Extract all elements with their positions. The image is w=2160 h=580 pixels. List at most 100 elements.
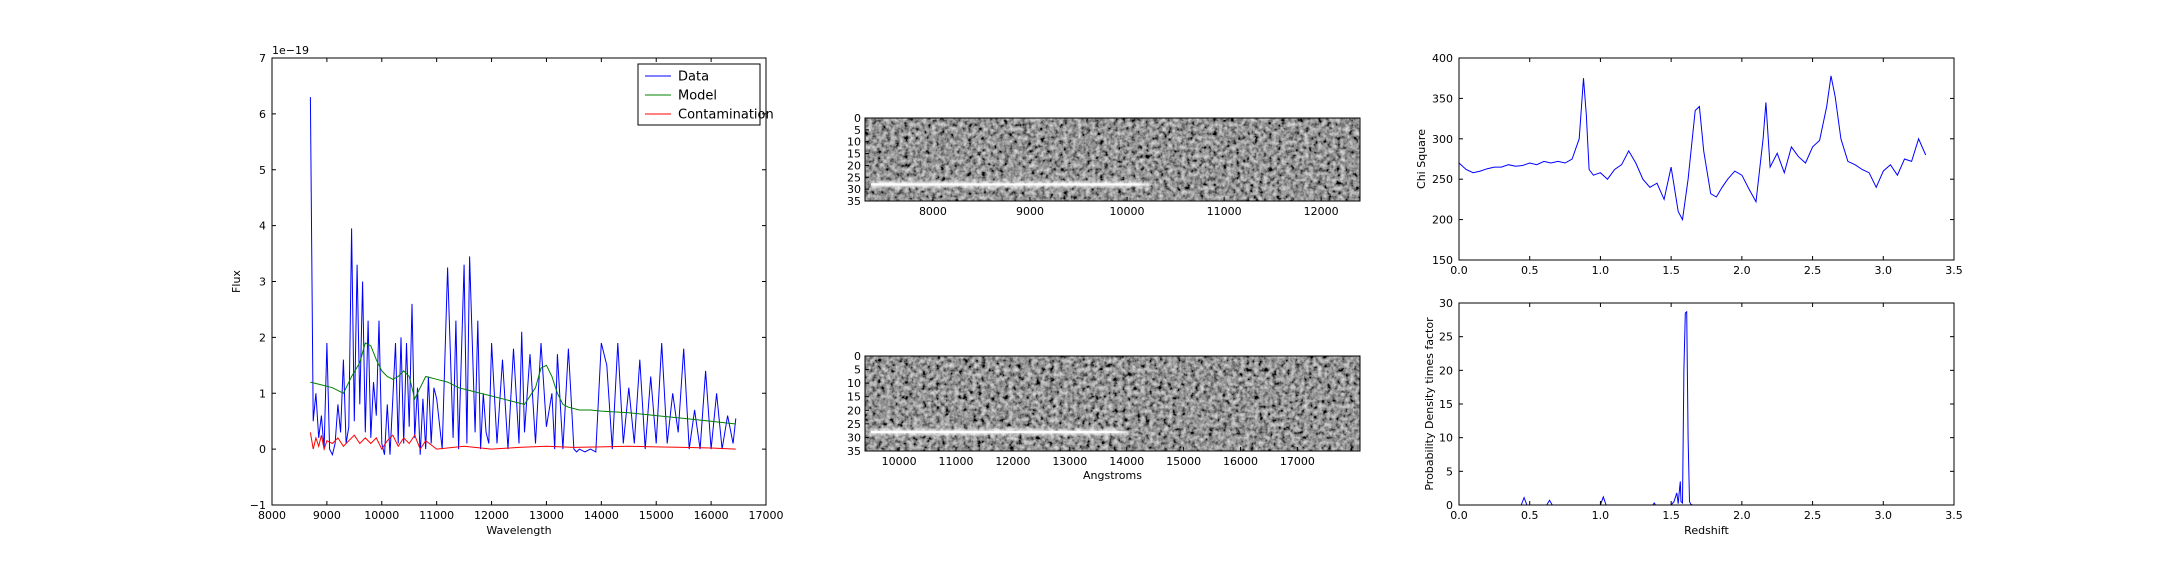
legend-box — [637, 63, 761, 126]
x-tick-label: 0.5 — [1521, 509, 1539, 522]
y-tick-label: 35 — [847, 445, 861, 458]
x-tick-label: 2.5 — [1804, 264, 1822, 277]
y-tick-label: 15 — [1439, 398, 1453, 411]
x-tick-label: 0.5 — [1521, 264, 1539, 277]
y-axis-label: Probability Density times factor — [1423, 317, 1436, 491]
y-tick-label: −1 — [250, 499, 266, 512]
x-tick-label: 1.0 — [1592, 264, 1610, 277]
y-tick-label: 150 — [1432, 254, 1453, 267]
panel-image-bottom: 10000 11000 12000 13000 14000 15000 16000 17000… — [847, 350, 1361, 482]
x-tick-label: 14000 — [1109, 455, 1144, 468]
y-axis-label: Chi Square — [1415, 129, 1428, 189]
x-tick-label: 17000 — [1280, 455, 1315, 468]
y-tick-label: 5 — [854, 364, 861, 377]
y-tick-label: 10 — [1439, 432, 1453, 445]
y-tick-label: 25 — [1439, 331, 1453, 344]
panel-spectrum: 8000 9000 10000 11000 12000 13000 14000 15000 16… — [230, 44, 784, 537]
x-tick-label: 14000 — [584, 509, 619, 522]
y-tick-label: 15 — [847, 148, 861, 161]
x-tick-label: 15000 — [1166, 455, 1201, 468]
x-tick-label: 2.0 — [1733, 264, 1751, 277]
x-tick-label: 3.5 — [1945, 264, 1963, 277]
y-tick-label: 6 — [259, 108, 266, 121]
legend-entry: Data — [678, 70, 709, 85]
y-tick-label: 4 — [259, 220, 266, 233]
x-tick-label: 9000 — [313, 509, 341, 522]
x-tick-label: 10000 — [882, 455, 917, 468]
image-noise — [865, 356, 1360, 451]
y-tick-label: 25 — [847, 418, 861, 431]
y-tick-label: 5 — [259, 164, 266, 177]
x-tick-label: 13000 — [529, 509, 564, 522]
x-tick-label: 11000 — [419, 509, 454, 522]
panel-chisq: 0.0 0.5 1.0 1.5 2.0 2.5 3.0 3.5 150 200 250 300 350 4… — [1415, 52, 1963, 277]
axes-frame — [271, 57, 767, 506]
y-tick-label: 20 — [847, 159, 861, 172]
x-tick-label: 1.5 — [1662, 264, 1680, 277]
series-line-contamination — [309, 432, 736, 452]
x-tick-label: 2.0 — [1733, 509, 1751, 522]
series-line-model — [310, 342, 736, 425]
x-tick-label: 1.5 — [1662, 509, 1680, 522]
y-tick-label: 7 — [259, 52, 266, 65]
y-tick-label: 300 — [1432, 133, 1453, 146]
y-tick-label: 0 — [854, 350, 861, 363]
y-tick-label: 1 — [259, 387, 266, 400]
offset-label: 1e−19 — [272, 44, 309, 57]
image-noise — [865, 118, 1360, 201]
y-tick-label: 5 — [1446, 465, 1453, 478]
series-line-data — [309, 97, 737, 457]
x-tick-label: 15000 — [639, 509, 674, 522]
x-axis-label: Wavelength — [486, 524, 551, 537]
y-tick-label: 5 — [854, 124, 861, 137]
x-tick-label: 3.5 — [1945, 509, 1963, 522]
x-tick-label: 12000 — [995, 455, 1030, 468]
y-tick-label: 0 — [1446, 499, 1453, 512]
spectral-trace-core — [871, 183, 1157, 186]
x-tick-label: 11000 — [1207, 205, 1242, 218]
x-tick-label: 17000 — [749, 509, 784, 522]
x-tick-label: 2.5 — [1804, 509, 1822, 522]
panel-pdf: 0.0 0.5 1.0 1.5 2.0 2.5 3.0 3.5 0 5 10 15 20 25 30 Reds… — [1423, 297, 1963, 537]
y-tick-label: 20 — [847, 404, 861, 417]
x-tick-label: 11000 — [939, 455, 974, 468]
x-tick-label: 10000 — [1110, 205, 1145, 218]
x-tick-label: 12000 — [474, 509, 509, 522]
x-tick-label: 9000 — [1016, 205, 1044, 218]
y-tick-label: 3 — [259, 276, 266, 289]
y-tick-label: 250 — [1432, 173, 1453, 186]
axes-frame — [864, 355, 1361, 452]
y-tick-label: 2 — [259, 331, 266, 344]
series-line-chisq — [1459, 75, 1927, 222]
x-tick-label: 12000 — [1304, 205, 1339, 218]
x-tick-label: 3.0 — [1875, 264, 1893, 277]
y-tick-label: 0 — [854, 112, 861, 125]
y-tick-label: 15 — [847, 391, 861, 404]
y-tick-label: 30 — [847, 183, 861, 196]
y-tick-label: 20 — [1439, 364, 1453, 377]
y-tick-label: 30 — [1439, 297, 1453, 310]
x-tick-label: 16000 — [1223, 455, 1258, 468]
x-tick-label: 8000 — [258, 509, 286, 522]
x-tick-label: 1.0 — [1592, 509, 1610, 522]
y-tick-label: 30 — [847, 431, 861, 444]
y-tick-label: 25 — [847, 171, 861, 184]
x-tick-label: 0.0 — [1450, 264, 1468, 277]
legend-entry: Contamination — [678, 108, 774, 123]
y-tick-label: 10 — [847, 136, 861, 149]
y-tick-label: 200 — [1432, 214, 1453, 227]
x-tick-label: 16000 — [694, 509, 729, 522]
axes-frame — [864, 117, 1361, 202]
x-tick-label: 8000 — [919, 205, 947, 218]
y-tick-label: 400 — [1432, 52, 1453, 65]
x-tick-label: 0.0 — [1450, 509, 1468, 522]
y-tick-label: 35 — [847, 195, 861, 208]
x-axis-label: Angstroms — [1083, 469, 1142, 482]
legend-entry: Model — [678, 89, 717, 104]
y-tick-label: 0 — [259, 443, 266, 456]
spectral-trace-core — [871, 431, 1133, 433]
x-tick-label: 10000 — [364, 509, 399, 522]
x-tick-label: 3.0 — [1875, 509, 1893, 522]
